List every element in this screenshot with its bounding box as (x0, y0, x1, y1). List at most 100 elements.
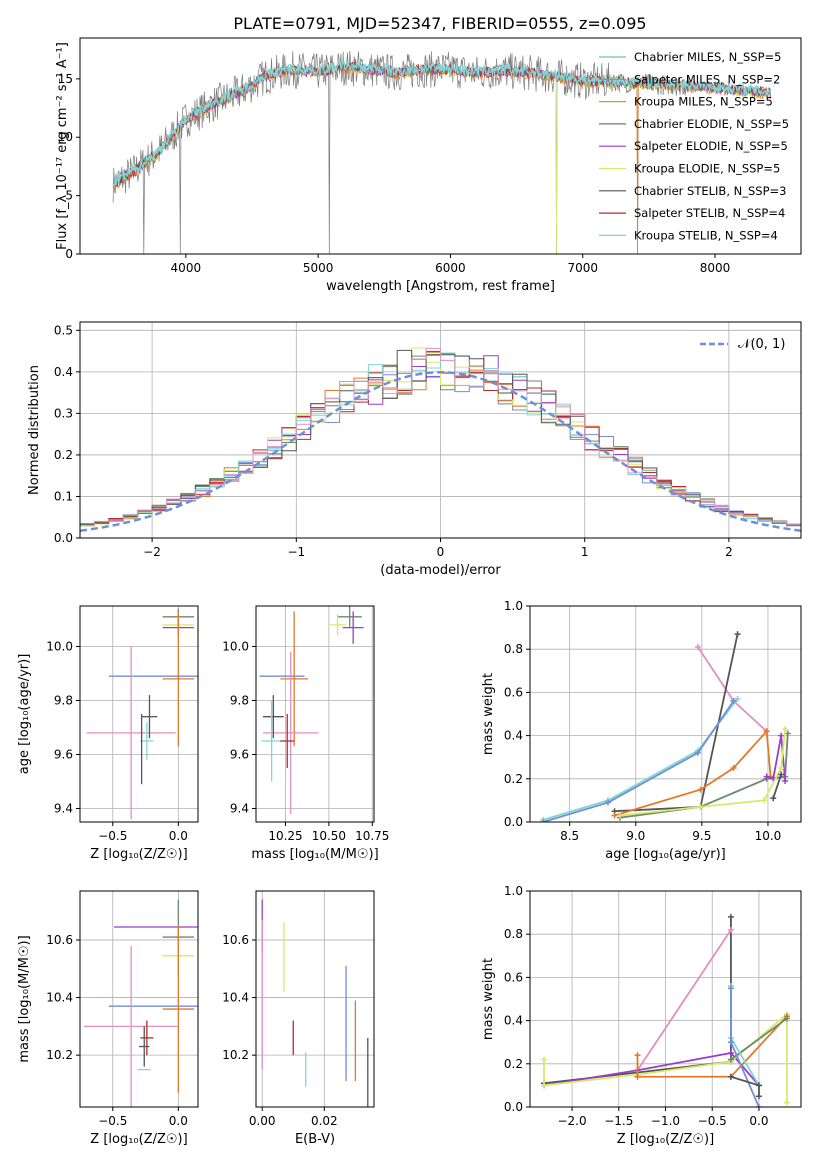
panel-weight-vs-age: 8.5 9.0 9.5 10.0 0.0 0.2 0.4 0.6 0.8 1.0 age [log₁… (481, 599, 802, 862)
plot-area-residuals (80, 322, 801, 538)
series-marker (782, 777, 789, 784)
x-tick-label: 0 (437, 545, 445, 559)
y-tick-label: 0 (65, 247, 73, 261)
series-marker (778, 771, 785, 778)
y-axis-label: Flux [f_λ 10⁻¹⁷ erg cm⁻² s⁻¹ A⁻¹] (55, 42, 70, 250)
legend-label: Kroupa MILES, N_SSP=5 (634, 95, 773, 109)
x-tick-label: 8.5 (560, 829, 579, 843)
series-marker (727, 913, 734, 920)
series-marker (760, 797, 767, 804)
series-marker (730, 698, 737, 705)
plot-area-age-vs-Z (80, 606, 198, 822)
x-tick-label: 10.75 (355, 829, 389, 843)
y-axis-label: mass [log₁₀(M/M☉)] (17, 935, 32, 1062)
x-axis-label: wavelength [Angstrom, rest frame] (326, 279, 555, 294)
series-marker (734, 695, 741, 702)
series-line-5 (619, 733, 789, 819)
series-line-8 (772, 774, 783, 799)
series-marker (784, 730, 791, 737)
series-marker (763, 773, 770, 780)
x-tick-label: −2.0 (557, 1114, 586, 1128)
x-tick-label: 10.50 (312, 829, 346, 843)
axes-frame-age-vs-Z (79, 605, 199, 823)
y-axis-label: mass weight (481, 673, 496, 755)
x-tick-label: 6000 (435, 261, 466, 275)
x-tick-label: 0.0 (169, 829, 188, 843)
y-tick-label: 0.2 (504, 772, 523, 786)
y-tick-label: 0.4 (504, 1014, 523, 1028)
y-tick-label: 0.2 (504, 1057, 523, 1071)
series-marker (755, 1104, 762, 1107)
x-tick-label: 7000 (567, 261, 598, 275)
series-marker (727, 1073, 734, 1080)
legend-label: Chabrier ELODIE, N_SSP=5 (634, 117, 789, 131)
series-line-3 (543, 1012, 788, 1103)
y-tick-label: 0.2 (54, 448, 73, 462)
series-marker (763, 728, 770, 735)
legend-label: Kroupa ELODIE, N_SSP=5 (634, 162, 780, 176)
y-tick-label: 1.0 (504, 599, 523, 613)
x-tick-label: −1.5 (604, 1114, 633, 1128)
series-marker (727, 1039, 734, 1046)
x-axis-label: mass [log₁₀(M/M☉)] (251, 847, 378, 862)
panel-weight-vs-Z: −2.0 −1.5 −1.0 −0.5 0.0 0.0 0.2 0.4 0.6 0.8 1.0 Z [… (481, 884, 802, 1147)
x-tick-label: 2 (725, 545, 733, 559)
legend-label: 𝒩(0, 1) (738, 337, 785, 352)
series-marker (727, 1050, 734, 1056)
legend-label: Chabrier STELIB, N_SSP=3 (634, 184, 786, 198)
axes-frame-mass-vs-ebv (255, 890, 375, 1108)
panel-mass-vs-ebv: 0.00 0.02 10.2 10.4 10.6 E(B-V) (222, 890, 375, 1147)
spectrum-data-line (112, 50, 771, 254)
x-tick-label: 4000 (171, 261, 202, 275)
panel-residuals: −2 −1 0 1 2 0.0 0.1 0.2 0.3 0.4 0.5 (data-model)/er… (27, 321, 802, 578)
plot-area-weight-vs-age (530, 606, 801, 822)
plot-area-mass-vs-Z (80, 891, 198, 1107)
series-marker (634, 1052, 641, 1059)
axes-frame-age-vs-mass (255, 605, 375, 823)
spectrum-model-line (112, 61, 771, 188)
x-tick-label: 1 (581, 545, 589, 559)
y-tick-label: 0.3 (54, 406, 73, 420)
plot-area-weight-vs-Z (530, 891, 801, 1107)
y-axis-label: mass weight (481, 958, 496, 1040)
x-tick-label: 0.0 (169, 1114, 188, 1128)
x-tick-label: 9.5 (692, 829, 711, 843)
series-marker (541, 1082, 548, 1089)
x-tick-label: 5000 (303, 261, 334, 275)
y-tick-label: 0.4 (54, 365, 73, 379)
series-line-1 (636, 929, 732, 1071)
y-tick-label: 9.4 (230, 802, 249, 816)
y-tick-label: 10.6 (46, 933, 73, 947)
plot-area-age-vs-mass (256, 606, 374, 822)
series-marker (755, 1093, 762, 1100)
series-marker (783, 1015, 790, 1022)
x-tick-label: 10.0 (755, 829, 782, 843)
panel-age-vs-mass: 10.25 10.50 10.75 9.4 9.6 9.8 10.0 mass [log₁₀(… (222, 605, 389, 862)
y-tick-label: 0.1 (54, 489, 73, 503)
series-marker (778, 765, 785, 771)
axes-frame-mass-vs-Z (79, 890, 199, 1108)
series-line-3 (542, 700, 735, 822)
y-tick-label: 0.0 (504, 1100, 523, 1114)
y-axis-label: age [log₁₀(age/yr)] (17, 654, 32, 775)
x-axis-label: Z [log₁₀(Z/Z☉)] (90, 1132, 187, 1147)
panel-spectrum: 4000 5000 6000 7000 8000 0 5 10 15 wavelength [An… (55, 37, 802, 294)
series-marker (540, 819, 547, 822)
series-marker (730, 765, 737, 771)
series-marker (755, 1082, 762, 1089)
y-tick-label: 0.8 (504, 927, 523, 941)
y-tick-label: 10.4 (222, 991, 249, 1005)
x-axis-label: E(B-V) (295, 1132, 335, 1147)
plot-area-mass-vs-ebv (256, 891, 374, 1107)
y-tick-label: 0.0 (54, 531, 73, 545)
panel-age-vs-Z: −0.5 0.0 9.4 9.6 9.8 10.0 Z [log₁₀(Z/Z☉)] age [… (17, 605, 199, 862)
y-tick-label: 10.4 (46, 991, 73, 1005)
x-tick-label: −2 (143, 545, 161, 559)
series-line-2 (543, 1052, 760, 1087)
x-axis-label: Z [log₁₀(Z/Z☉)] (90, 847, 187, 862)
series-marker (783, 1099, 790, 1106)
y-tick-label: 9.6 (54, 748, 73, 762)
x-axis-label: (data-model)/error (380, 563, 501, 578)
y-tick-label: 9.8 (54, 694, 73, 708)
